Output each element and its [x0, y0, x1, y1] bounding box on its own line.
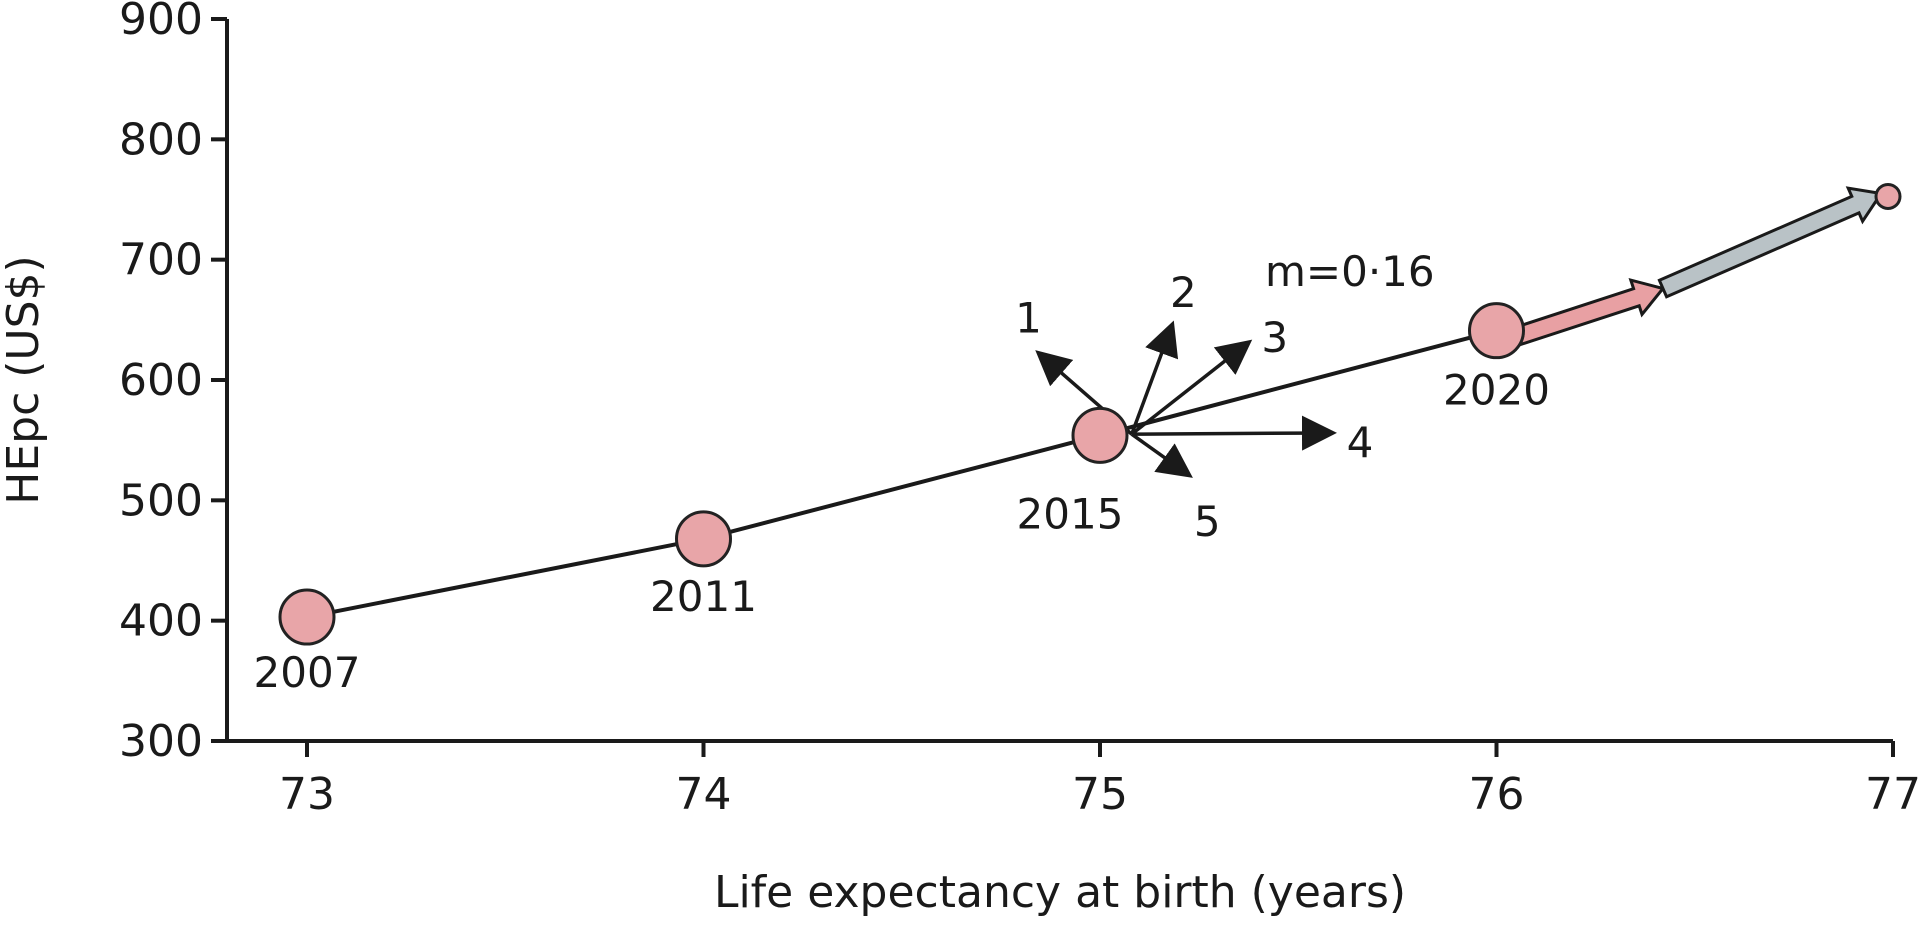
- axes: [225, 19, 1893, 743]
- y-tick-label: 300: [119, 716, 203, 767]
- direction-arrow-label: 3: [1261, 313, 1288, 362]
- x-ticks: 73 74 75 76 77: [279, 741, 1920, 820]
- data-point: [278, 588, 336, 646]
- direction-arrow-4: [1131, 415, 1337, 451]
- data-point: [1468, 302, 1525, 360]
- y-ticks: 300 400 500 600 700 800 900: [119, 0, 227, 767]
- trend-line: [306, 328, 1498, 620]
- point-year-label: 2007: [254, 648, 361, 697]
- x-tick-label: 77: [1865, 769, 1920, 820]
- x-axis-title: Life expectancy at birth (years): [714, 867, 1406, 918]
- data-point: [1071, 406, 1129, 464]
- x-tick-label: 73: [279, 769, 335, 820]
- y-tick-label: 800: [119, 114, 203, 165]
- direction-arrow-label: 2: [1170, 268, 1197, 317]
- y-tick-label: 900: [119, 0, 203, 45]
- y-axis-title: HEpc (US$): [0, 255, 49, 504]
- direction-arrows: 1 2 3 4 5: [1015, 268, 1373, 546]
- y-tick-label: 700: [119, 235, 203, 286]
- data-point: [675, 510, 732, 568]
- y-tick-label: 500: [119, 475, 203, 526]
- y-tick-label: 400: [119, 596, 203, 647]
- direction-arrow-3: [1130, 339, 1253, 436]
- series-line: [306, 328, 1498, 620]
- x-tick-label: 74: [676, 769, 732, 820]
- y-tick-label: 600: [119, 355, 203, 406]
- direction-arrow-5: [1130, 432, 1193, 478]
- slope-annotation: m=0·16: [1265, 247, 1435, 296]
- x-tick-label: 76: [1469, 769, 1525, 820]
- projection-arrow: [1657, 186, 1884, 299]
- point-year-label: 2015: [1017, 489, 1124, 538]
- direction-arrow-label: 4: [1347, 418, 1374, 467]
- point-year-label: 2011: [650, 572, 757, 621]
- direction-arrow-2: [1130, 320, 1179, 435]
- projected-point: [1874, 182, 1902, 210]
- direction-arrow-label: 5: [1194, 497, 1221, 546]
- projection: [1503, 186, 1884, 350]
- direction-arrow-label: 1: [1015, 294, 1042, 343]
- point-year-label: 2020: [1443, 366, 1550, 415]
- x-tick-label: 75: [1072, 769, 1128, 820]
- points: 2007 2011 2015 2020: [254, 182, 1902, 697]
- projection-arrow: [1503, 277, 1666, 350]
